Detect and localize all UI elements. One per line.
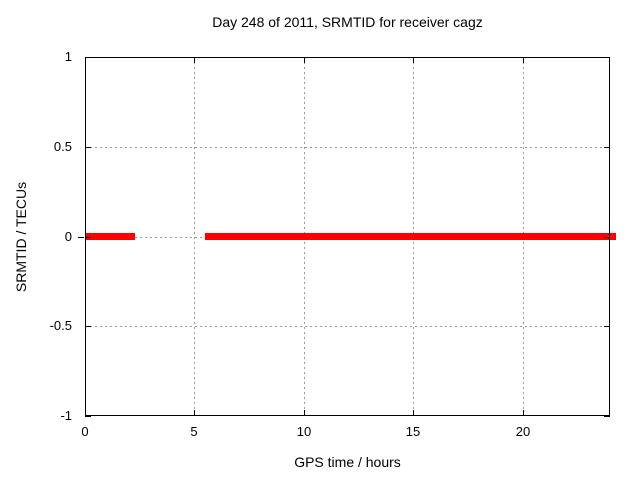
y-tick-label: 0.5 <box>53 139 72 154</box>
x-tick <box>523 410 524 416</box>
series-segment <box>85 233 135 240</box>
x-tick <box>413 57 414 63</box>
x-gridline <box>194 57 195 416</box>
x-tick <box>194 57 195 63</box>
chart-title: Day 248 of 2011, SRMTID for receiver cag… <box>212 14 483 30</box>
x-tick <box>304 57 305 63</box>
y-tick <box>604 237 610 238</box>
y-tick <box>85 237 91 238</box>
x-tick <box>523 57 524 63</box>
y-tick <box>85 147 91 148</box>
x-tick-label: 0 <box>81 424 89 439</box>
y-tick-label: 0 <box>64 229 72 244</box>
x-tick <box>85 57 86 63</box>
x-tick-label: 5 <box>190 424 198 439</box>
x-tick <box>304 410 305 416</box>
y-tick <box>85 57 91 58</box>
y-tick <box>85 416 91 417</box>
x-tick-label: 10 <box>296 424 312 439</box>
y-tick-label: -1 <box>60 408 72 423</box>
plot-area <box>78 57 616 417</box>
y-tick <box>604 147 610 148</box>
y-tick <box>85 326 91 327</box>
data-series-layer <box>85 57 616 416</box>
y-tick <box>604 326 610 327</box>
plot-border <box>85 57 610 416</box>
y-tick <box>604 416 610 417</box>
x-tick <box>413 410 414 416</box>
series-segment <box>205 233 616 240</box>
y-gridline <box>85 147 610 148</box>
y-tick-label: 1 <box>64 49 72 64</box>
x-tick <box>85 410 86 416</box>
y-zero-outward-tick <box>78 237 84 238</box>
x-tick <box>194 410 195 416</box>
y-gridline <box>85 326 610 327</box>
x-tick-label: 15 <box>405 424 421 439</box>
y-tick-label: -0.5 <box>49 318 72 333</box>
x-tick-label: 20 <box>515 424 531 439</box>
tick-marks-layer <box>78 57 610 417</box>
y-tick <box>604 57 610 58</box>
x-axis-label: GPS time / hours <box>294 454 401 470</box>
